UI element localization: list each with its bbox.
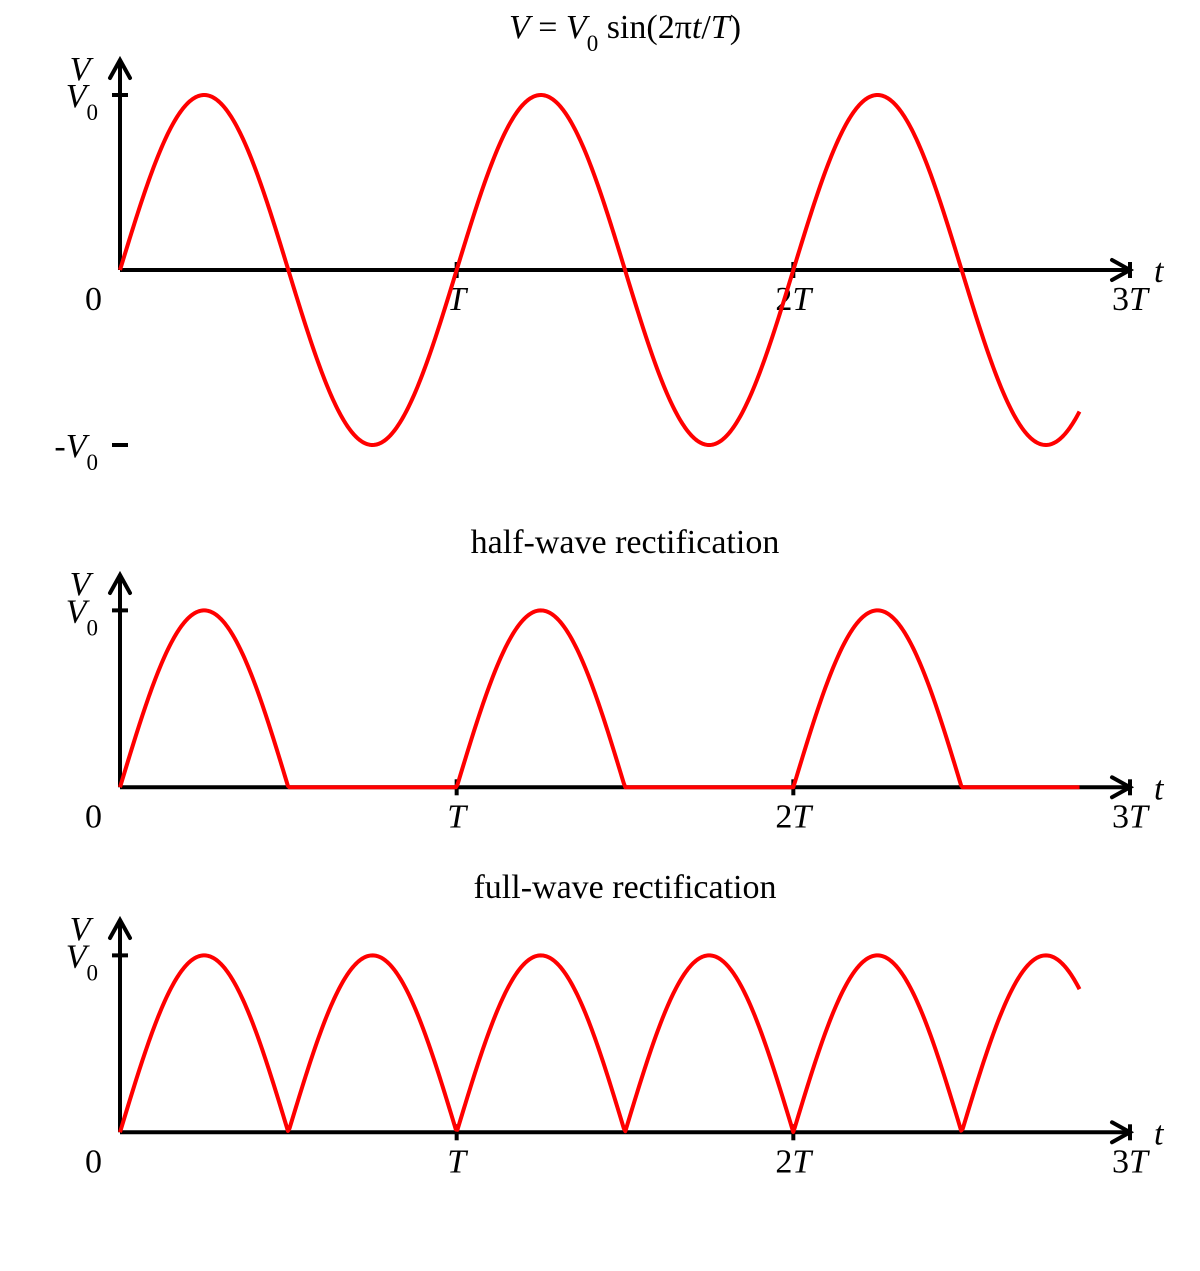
panel-title-full-wave: full-wave rectification (473, 869, 776, 906)
xtick-label-full-wave-3: 3T (1112, 1143, 1150, 1180)
curve-half-wave (120, 610, 1080, 787)
panel-title-half-wave: half-wave rectification (471, 524, 780, 561)
x-label-half-wave: t (1154, 770, 1165, 807)
panel-title-sine: V = V0 sin(2πt/T) (509, 9, 741, 56)
x-label-full-wave: t (1154, 1115, 1165, 1152)
xtick-label-full-wave-1: T (447, 1143, 468, 1180)
xtick-label-sine-3: 3T (1112, 281, 1150, 318)
ytick-label-v0-full-wave: V0 (66, 938, 98, 985)
figure-stage: VV0-V00T2T3TtV = V0 sin(2πt/T)VV00T2T3Tt… (0, 0, 1200, 1271)
ytick-label-v0-sine: V0 (66, 78, 98, 125)
xtick-label-half-wave-3: 3T (1112, 798, 1150, 835)
xtick-label-full-wave-2: 2T (775, 1143, 813, 1180)
xtick-label-half-wave-0: 0 (85, 798, 102, 835)
ytick-label-negv0-sine: -V0 (54, 428, 98, 475)
curve-full-wave (120, 955, 1080, 1132)
xtick-label-half-wave-1: T (447, 798, 468, 835)
xtick-label-full-wave-0: 0 (85, 1143, 102, 1180)
ytick-label-v0-half-wave: V0 (66, 593, 98, 640)
figure-svg: VV0-V00T2T3TtV = V0 sin(2πt/T)VV00T2T3Tt… (0, 0, 1200, 1271)
xtick-label-half-wave-2: 2T (775, 798, 813, 835)
xtick-label-sine-0: 0 (85, 281, 102, 318)
x-label-sine: t (1154, 253, 1165, 290)
